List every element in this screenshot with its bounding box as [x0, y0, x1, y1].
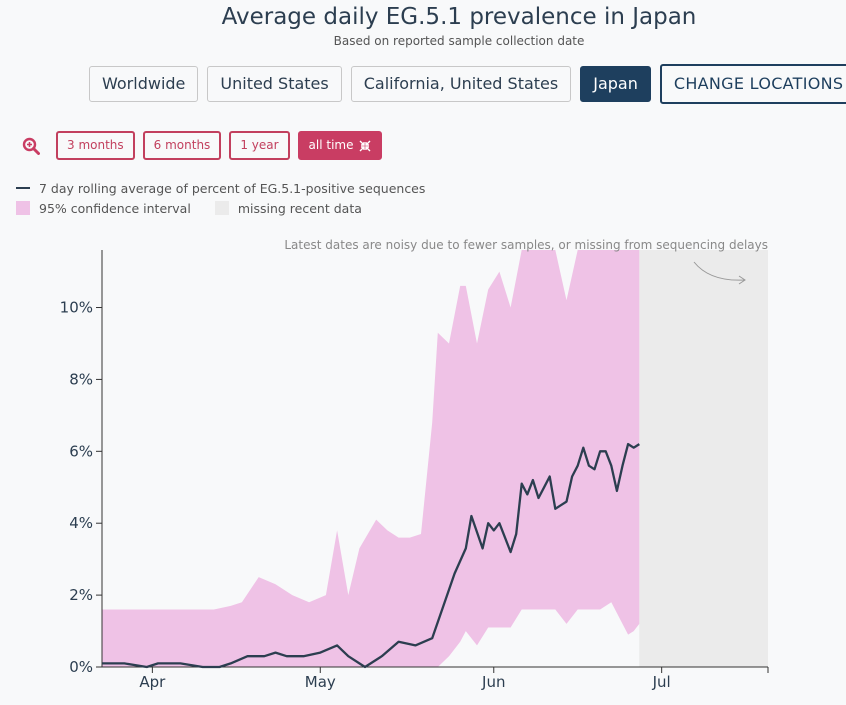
- location-button-japan[interactable]: Japan: [580, 66, 651, 102]
- x-tick-label: May: [305, 673, 336, 691]
- annotation-arrowhead: [738, 275, 746, 285]
- location-selector: Worldwide United States California, Unit…: [89, 64, 846, 104]
- chart-subtitle: Based on reported sample collection date: [333, 34, 585, 48]
- range-button-all-time[interactable]: all time: [297, 131, 382, 160]
- legend-item-line: 7 day rolling average of percent of EG.5…: [16, 178, 425, 198]
- confidence-interval-band: [102, 250, 640, 667]
- chart-legend: 7 day rolling average of percent of EG.5…: [16, 178, 425, 218]
- change-locations-button[interactable]: CHANGE LOCATIONS: [659, 64, 846, 104]
- y-tick-label: 8%: [69, 370, 93, 388]
- annotation-arrow: [693, 261, 746, 281]
- y-tick-label: 10%: [60, 299, 93, 317]
- legend-ci-label: 95% confidence interval: [39, 200, 191, 216]
- change-locations-label: CHANGE LOCATIONS: [673, 74, 844, 93]
- x-tick-label: Jun: [481, 673, 505, 691]
- range-button-6-months[interactable]: 6 months: [142, 131, 222, 160]
- range-button-1-year[interactable]: 1 year: [229, 131, 290, 160]
- location-button-united-states[interactable]: United States: [207, 66, 342, 102]
- chart-title: Average daily EG.5.1 prevalence in Japan: [221, 4, 697, 30]
- range-button-all-time-label: all time: [308, 138, 354, 152]
- time-range-selector: 3 months 6 months 1 year all time: [56, 131, 382, 160]
- legend-missing-swatch: [214, 201, 229, 215]
- legend-line-label: 7 day rolling average of percent of EG.5…: [39, 180, 426, 196]
- rolling-average-line: [102, 442, 640, 669]
- noise-annotation: Latest dates are noisy due to fewer samp…: [284, 238, 768, 252]
- legend-line-swatch: [16, 187, 30, 189]
- range-button-3-months[interactable]: 3 months: [56, 131, 135, 160]
- x-tick-label: Jul: [652, 673, 671, 691]
- legend-item-ci: 95% confidence interval missing recent d…: [16, 198, 425, 218]
- y-tick-label: 0%: [69, 658, 93, 676]
- legend-ci-swatch: [16, 201, 30, 215]
- compress-icon: [359, 140, 370, 151]
- location-button-worldwide[interactable]: Worldwide: [89, 66, 199, 102]
- legend-missing-label: missing recent data: [237, 200, 362, 216]
- x-tick-label: Apr: [139, 673, 166, 691]
- zoom-in-icon[interactable]: [22, 137, 40, 155]
- missing-data-region: [639, 250, 768, 667]
- location-button-california[interactable]: California, United States: [350, 66, 572, 102]
- y-tick-label: 2%: [69, 586, 93, 604]
- y-tick-label: 6%: [69, 442, 93, 460]
- y-tick-label: 4%: [69, 514, 93, 532]
